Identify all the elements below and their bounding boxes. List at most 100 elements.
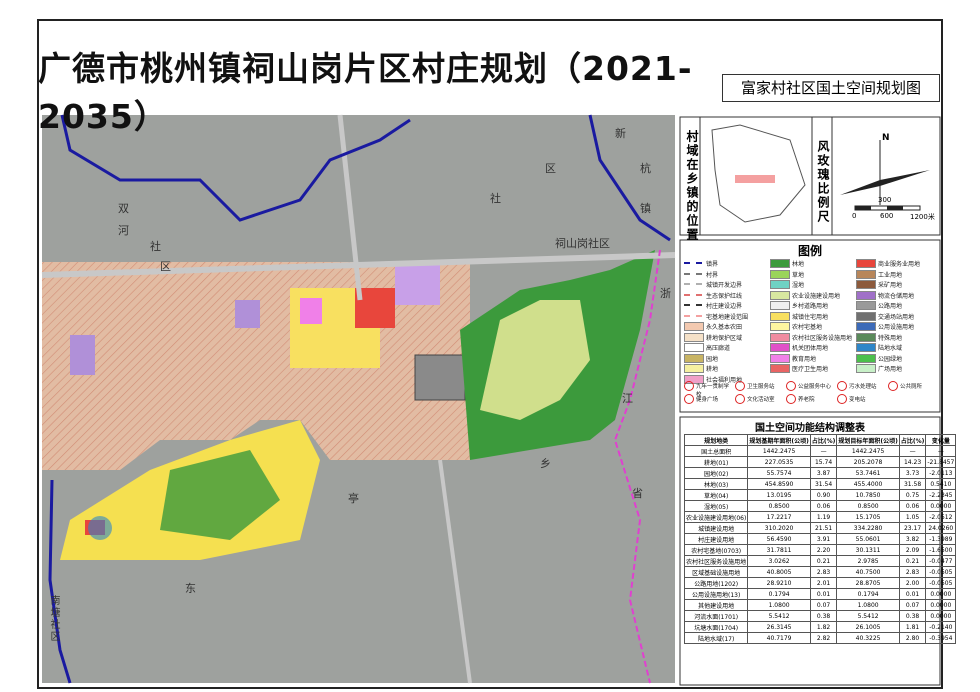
table-cell: 0.21	[898, 555, 927, 567]
table-cell: 0.21	[809, 555, 838, 567]
legend-label: 工业用地	[878, 271, 903, 279]
table-cell: 3.82	[898, 533, 927, 545]
legend-swatch	[770, 311, 790, 321]
legend-swatch	[856, 322, 876, 331]
table-cell: 河流水面(1701)	[683, 610, 749, 622]
legend-item: 广场用地	[856, 363, 940, 373]
legend-item: 商业服务业用地	[856, 258, 940, 268]
legend-label: 教育用地	[792, 355, 817, 363]
table-wrap: 规划地类 规划基期年面积(公顷) 占比(%) 规划目标年面积(公顷) 占比(%) 变化量国…	[683, 434, 957, 644]
table-cell: —	[809, 445, 838, 457]
table-cell: -2.0113	[925, 467, 957, 479]
table-cell: 454.8590	[747, 478, 811, 490]
table-cell: 公用设施用地(13)	[683, 588, 749, 600]
facility-label: 卫生服务站	[747, 384, 775, 390]
legend-label: 机关团体用地	[792, 345, 829, 352]
table-header: 规划目标年面积(公顷)	[836, 434, 900, 446]
table-cell: 30.1311	[836, 544, 900, 556]
table-cell: -0.0505	[925, 577, 957, 589]
table-row: 园地(02) 55.7574 3.87 53.7461 3.73 -2.0113	[683, 467, 957, 479]
table-row: 陆地水域(17) 40.7179 2.82 40.3225 2.80 -0.3954	[683, 632, 957, 644]
table-row: 国土总面积 1442.2475—1442.2475— —	[683, 445, 957, 457]
scale-label: 300	[878, 196, 892, 204]
legend-label: 草地	[792, 271, 805, 279]
table-cell: 15.1705	[836, 511, 900, 523]
facility-icon	[837, 394, 847, 404]
legend-item: 村庄建设边界	[684, 300, 768, 310]
legend-item: 园地	[684, 353, 768, 363]
map-label: 南塘社区	[48, 595, 59, 643]
map-label: 浙	[660, 287, 671, 300]
legend-swatch	[856, 290, 876, 300]
table-cell: 40.7179	[747, 632, 811, 644]
legend-label: 城镇住宅用地	[792, 313, 829, 321]
map-label: 亭	[348, 492, 359, 505]
table-header: 规划地类	[683, 434, 749, 446]
table-cell: 28.8705	[836, 577, 900, 589]
table-cell: 1442.2475	[747, 445, 811, 457]
legend-swatch	[684, 293, 702, 296]
table-cell: 农村宅基地(0703)	[683, 544, 749, 556]
facility-item: 污水处理站	[837, 380, 887, 391]
table-cell: -0.0505	[925, 566, 957, 578]
table-cell: 农村社区服务设施用地	[683, 555, 749, 567]
table-cell: 0.75	[898, 489, 927, 501]
facility-icon	[837, 381, 847, 391]
table-cell: 0.38	[809, 610, 838, 622]
table-cell: 21.51	[809, 522, 838, 534]
legend-swatch	[856, 280, 876, 289]
legend-swatch	[770, 280, 790, 289]
legend-label: 公园绿地	[878, 355, 903, 363]
legend-swatch	[684, 343, 704, 352]
facility-label: 公益服务中心	[798, 384, 832, 390]
facility-label: 文化活动室	[747, 397, 775, 403]
map-label: 社	[150, 240, 161, 253]
legend-swatch	[684, 272, 702, 275]
table-cell: -0.2140	[925, 621, 957, 633]
facility-label: 九年一贯制学校	[696, 384, 730, 398]
legend-item: 草地	[770, 269, 854, 279]
legend-item: 耕地	[684, 363, 768, 373]
legend-item: 陆地水域	[856, 342, 940, 352]
facility-item: 文化活动室	[735, 393, 785, 404]
wind-rose-title: 风玫瑰比例尺	[816, 140, 830, 224]
legend-item: 医疗卫生用地	[770, 363, 854, 373]
subtitle: 富家村社区国土空间规划图	[722, 74, 940, 102]
map-label: 双	[118, 202, 129, 215]
legend-label: 湿地	[792, 282, 805, 289]
table-cell: 53.7461	[836, 467, 900, 479]
table-cell: 村庄建设用地	[683, 533, 749, 545]
legend-item: 镇界	[684, 258, 768, 268]
facility-item: 公共厕所	[888, 380, 938, 391]
table-cell: 0.90	[809, 489, 838, 501]
legend-swatch	[856, 353, 876, 363]
facility-item: 公益服务中心	[786, 380, 836, 391]
facility-icon	[888, 381, 898, 391]
table-title: 国土空间功能结构调整表	[755, 423, 865, 434]
table-cell: 0.38	[898, 610, 927, 622]
legend-swatch	[770, 322, 790, 331]
map-label: 祠山岗社区	[555, 237, 610, 250]
legend-label: 陆地水域	[878, 345, 903, 352]
table-cell: 0.5410	[925, 478, 957, 490]
legend-label: 林地	[792, 261, 805, 268]
table-row: 草地(04) 13.0195 0.90 10.7850 0.75 -2.2345	[683, 489, 957, 501]
legend-label: 园地	[706, 355, 719, 363]
table-cell: -0.0477	[925, 555, 957, 567]
map-label: 区	[545, 162, 556, 175]
legend-label: 公用设施用地	[878, 324, 915, 331]
table-cell: 28.9210	[747, 577, 811, 589]
table-cell: 耕地(01)	[683, 456, 749, 468]
legend-swatch	[770, 353, 790, 363]
legend-label: 农村宅基地	[792, 324, 823, 331]
table-cell: 1.19	[809, 511, 838, 523]
table-cell: 455.4000	[836, 478, 900, 490]
legend-item: 物流仓储用地	[856, 290, 940, 300]
table-row: 农业设施建设用地(06) 17.2217 1.19 15.1705 1.05 -2.051…	[683, 511, 957, 523]
table-cell: 2.01	[809, 577, 838, 589]
table-cell: 0.0000	[925, 610, 957, 622]
legend-item: 农业设施建设用地	[770, 290, 854, 300]
legend: 镇界 林地 商业服务业用地 村界 草地 工业用地 城镇开发边界 湿地 采矿用地 生态保护红线 农业设…	[684, 258, 938, 408]
legend-item: 城镇住宅用地	[770, 311, 854, 321]
table-cell: 1.82	[809, 621, 838, 633]
